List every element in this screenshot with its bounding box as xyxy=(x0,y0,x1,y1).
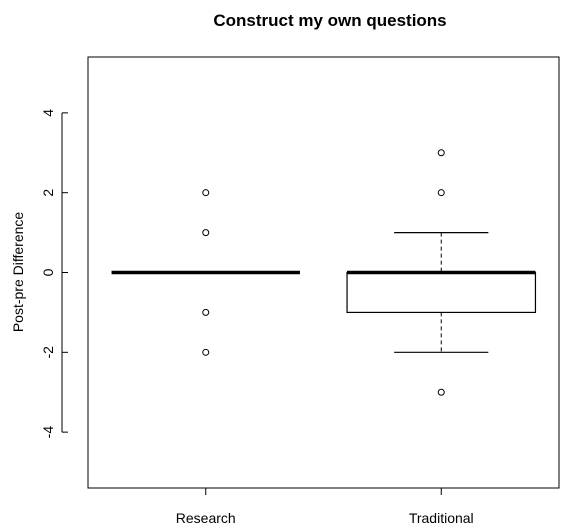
box-research xyxy=(111,189,300,356)
y-tick-label: 0 xyxy=(40,268,56,276)
y-tick-label: -2 xyxy=(40,346,56,359)
x-tick-label: Research xyxy=(176,510,236,526)
boxes xyxy=(111,149,537,396)
y-tick-label: -4 xyxy=(40,426,56,439)
x-tick-label: Traditional xyxy=(409,510,474,526)
outlier-point xyxy=(437,189,445,197)
outlier-point xyxy=(202,229,210,237)
outlier-point xyxy=(202,189,210,197)
box-iqr xyxy=(346,271,537,314)
chart-title: Construct my own questions xyxy=(213,11,446,30)
outlier-point xyxy=(202,348,210,356)
box-traditional xyxy=(346,149,537,396)
outlier-point xyxy=(437,388,445,396)
outlier-point xyxy=(437,149,445,157)
y-tick-label: 4 xyxy=(40,109,56,117)
x-axis: Research Traditional xyxy=(176,487,474,526)
y-axis-label: Post-pre Difference xyxy=(10,212,26,333)
y-axis: -4 -2 0 2 4 xyxy=(40,109,68,439)
outlier-point xyxy=(202,308,210,316)
y-tick-label: 2 xyxy=(40,189,56,197)
